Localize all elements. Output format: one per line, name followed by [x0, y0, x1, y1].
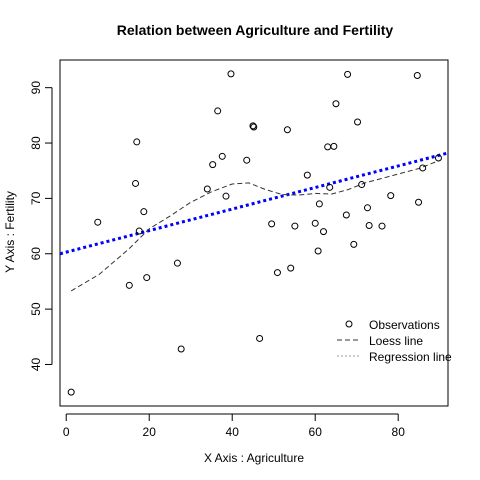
- observation-point: [135, 227, 143, 235]
- plot-frame: [59, 59, 449, 407]
- observation-point: [344, 70, 352, 78]
- observation-point: [332, 100, 340, 108]
- observation-point: [365, 222, 373, 230]
- observation-point: [143, 274, 151, 282]
- observation-point: [177, 345, 185, 353]
- y-tick-label: 80: [29, 136, 43, 150]
- observation-point: [350, 240, 358, 248]
- x-tick-label: 20: [143, 425, 157, 439]
- observation-point: [326, 183, 334, 191]
- regression-line: [60, 151, 448, 256]
- observation-point: [311, 219, 319, 227]
- observation-point: [173, 259, 181, 267]
- observation-point: [209, 161, 217, 169]
- x-tick-label: 60: [309, 425, 323, 439]
- observation-point: [363, 204, 371, 212]
- observation-point: [330, 142, 338, 150]
- observation-point: [125, 281, 133, 289]
- legend-label: Regression line: [369, 350, 452, 364]
- observation-point: [354, 118, 362, 126]
- observation-point: [273, 269, 281, 277]
- y-tick-label: 40: [29, 357, 43, 371]
- observation-point: [249, 122, 257, 130]
- observation-point: [342, 211, 350, 219]
- observation-point: [222, 192, 230, 200]
- observation-point: [283, 126, 291, 134]
- observation-point: [315, 200, 323, 208]
- legend-label: Observations: [369, 318, 440, 332]
- x-tick-label: 40: [226, 425, 240, 439]
- observation-point: [415, 198, 423, 206]
- observation-point: [256, 334, 264, 342]
- y-axis-label: Y Axis : Fertility: [3, 191, 17, 273]
- x-tick-label: 80: [392, 425, 406, 439]
- y-tick-label: 90: [29, 81, 43, 95]
- observation-point: [387, 192, 395, 200]
- observation-point: [214, 107, 222, 115]
- observation-point: [320, 228, 328, 236]
- observation-point: [140, 208, 148, 216]
- observation-point: [243, 156, 251, 164]
- observation-point: [287, 264, 295, 272]
- loess-line: [70, 160, 439, 292]
- x-axis-label: X Axis : Agriculture: [204, 451, 304, 465]
- observation-point: [303, 171, 311, 179]
- observation-point: [94, 218, 102, 226]
- y-tick-label: 70: [29, 191, 43, 205]
- observation-point: [133, 138, 141, 146]
- observation-point: [203, 185, 211, 193]
- observation-point: [314, 247, 322, 255]
- observation-point: [419, 164, 427, 172]
- legend-observations-marker: [345, 320, 353, 328]
- observation-point: [413, 72, 421, 80]
- observation-point: [132, 179, 140, 187]
- observation-point: [67, 388, 75, 396]
- y-tick-label: 50: [29, 302, 43, 316]
- chart-title: Relation between Agriculture and Fertili…: [117, 22, 394, 38]
- observation-point: [324, 143, 332, 151]
- legend-label: Loess line: [369, 334, 423, 348]
- x-tick-label: 0: [63, 425, 70, 439]
- observation-point: [291, 222, 299, 230]
- observation-point: [268, 220, 276, 228]
- plot-area: 0 20 40 60 80 40 50 60 70 80 90 Observations Loess l…: [29, 59, 452, 439]
- observation-point: [250, 123, 258, 131]
- legend: Observations Loess line Regression line: [337, 318, 452, 364]
- observation-point: [227, 70, 235, 78]
- observation-point: [434, 154, 442, 162]
- observation-point: [218, 152, 226, 160]
- observation-point: [378, 222, 386, 230]
- y-tick-label: 60: [29, 247, 43, 261]
- observation-point: [358, 181, 366, 189]
